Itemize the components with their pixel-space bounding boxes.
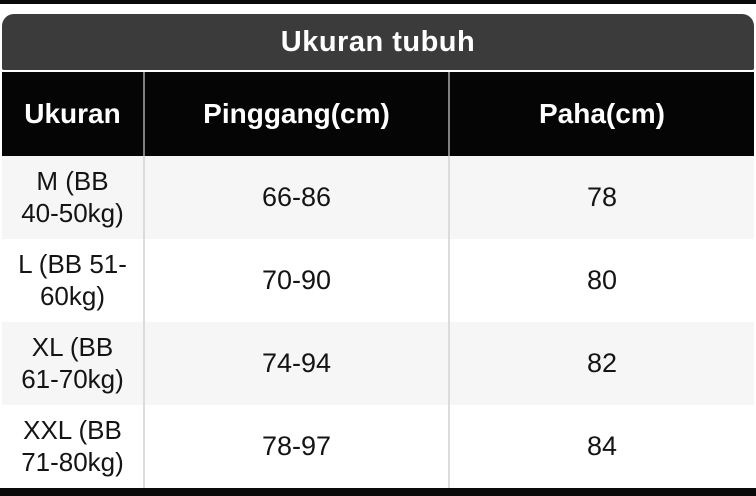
paha-cell: 82 xyxy=(448,322,754,405)
table-row-m: M (BB 40-50kg) 66-86 78 xyxy=(2,156,754,239)
table-row-l: L (BB 51- 60kg) 70-90 80 xyxy=(2,239,754,322)
size-chart: Ukuran tubuh Ukuran Pinggang(cm) Paha(cm… xyxy=(2,14,754,488)
bottom-frame-strip xyxy=(0,488,756,496)
column-header-pinggang: Pinggang(cm) xyxy=(143,72,448,156)
size-chart-title-bar: Ukuran tubuh xyxy=(2,14,754,70)
size-cell: L (BB 51- 60kg) xyxy=(18,249,127,311)
paha-cell: 84 xyxy=(448,405,754,488)
top-frame-strip xyxy=(0,0,756,4)
column-header-paha: Paha(cm) xyxy=(448,72,754,156)
pinggang-cell: 78-97 xyxy=(143,405,448,488)
column-header-ukuran: Ukuran xyxy=(24,98,121,129)
size-cell: M (BB 40-50kg) xyxy=(21,166,124,228)
size-cell: XXL (BB 71-80kg) xyxy=(21,415,124,477)
paha-cell: 78 xyxy=(448,156,754,239)
table-header-row: Ukuran Pinggang(cm) Paha(cm) xyxy=(2,72,754,156)
paha-cell: 80 xyxy=(448,239,754,322)
pinggang-cell: 70-90 xyxy=(143,239,448,322)
pinggang-cell: 66-86 xyxy=(143,156,448,239)
pinggang-cell: 74-94 xyxy=(143,322,448,405)
size-chart-title: Ukuran tubuh xyxy=(280,25,476,58)
table-row-xl: XL (BB 61-70kg) 74-94 82 xyxy=(2,322,754,405)
size-cell: XL (BB 61-70kg) xyxy=(21,332,124,394)
table-row-xxl: XXL (BB 71-80kg) 78-97 84 xyxy=(2,405,754,488)
